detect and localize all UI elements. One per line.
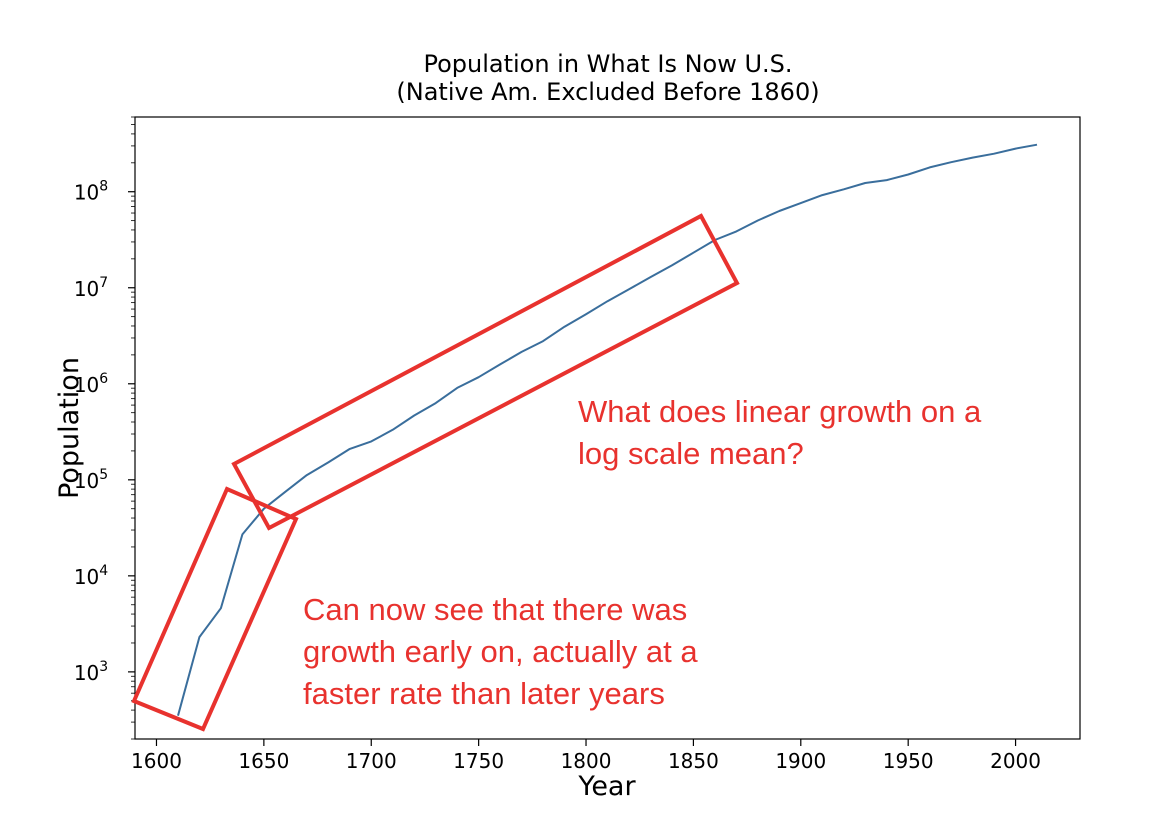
annotation-box-early bbox=[131, 486, 299, 732]
x-axis-label: Year bbox=[577, 771, 636, 802]
series-line bbox=[177, 143, 1038, 716]
x-tick-label: 1850 bbox=[668, 749, 719, 773]
annotation-line: log scale mean? bbox=[578, 436, 804, 471]
y-tick-label: 105 bbox=[74, 467, 108, 493]
x-tick-label: 1700 bbox=[346, 749, 397, 773]
x-tick-label: 1600 bbox=[131, 749, 182, 773]
annotation-line: What does linear growth on a bbox=[578, 394, 982, 429]
y-tick-label: 106 bbox=[74, 371, 108, 397]
annotation-box-linear bbox=[231, 213, 740, 531]
chart-title: Population in What Is Now U.S. bbox=[423, 50, 793, 78]
annotation-linear-growth: What does linear growth on a log scale m… bbox=[578, 391, 981, 475]
x-tick-label: 1900 bbox=[775, 749, 826, 773]
y-tick-label: 107 bbox=[74, 275, 108, 301]
x-tick-label: 1750 bbox=[453, 749, 504, 773]
x-tick-label: 1650 bbox=[238, 749, 289, 773]
chart-subtitle: (Native Am. Excluded Before 1860) bbox=[396, 78, 820, 106]
annotation-early-growth: Can now see that there was growth early … bbox=[303, 589, 698, 715]
x-tick-label: 1800 bbox=[561, 749, 612, 773]
y-axis-ticks: 103 104 105 106 107 108 bbox=[74, 116, 135, 740]
series-group bbox=[177, 143, 1038, 716]
x-axis-ticks: 1600 1650 1700 1750 1800 1850 1900 1950 2000 bbox=[131, 739, 1041, 773]
annotation-line: Can now see that there was bbox=[303, 592, 688, 627]
x-tick-label: 2000 bbox=[990, 749, 1041, 773]
y-tick-label: 108 bbox=[74, 179, 108, 205]
annotation-line: faster rate than later years bbox=[303, 676, 665, 711]
annotation-line: growth early on, actually at a bbox=[303, 634, 698, 669]
y-tick-label: 103 bbox=[74, 659, 108, 685]
y-tick-label: 104 bbox=[74, 563, 108, 589]
x-tick-label: 1950 bbox=[883, 749, 934, 773]
plot-frame bbox=[134, 116, 1081, 740]
y-axis-label: Population bbox=[54, 357, 85, 499]
